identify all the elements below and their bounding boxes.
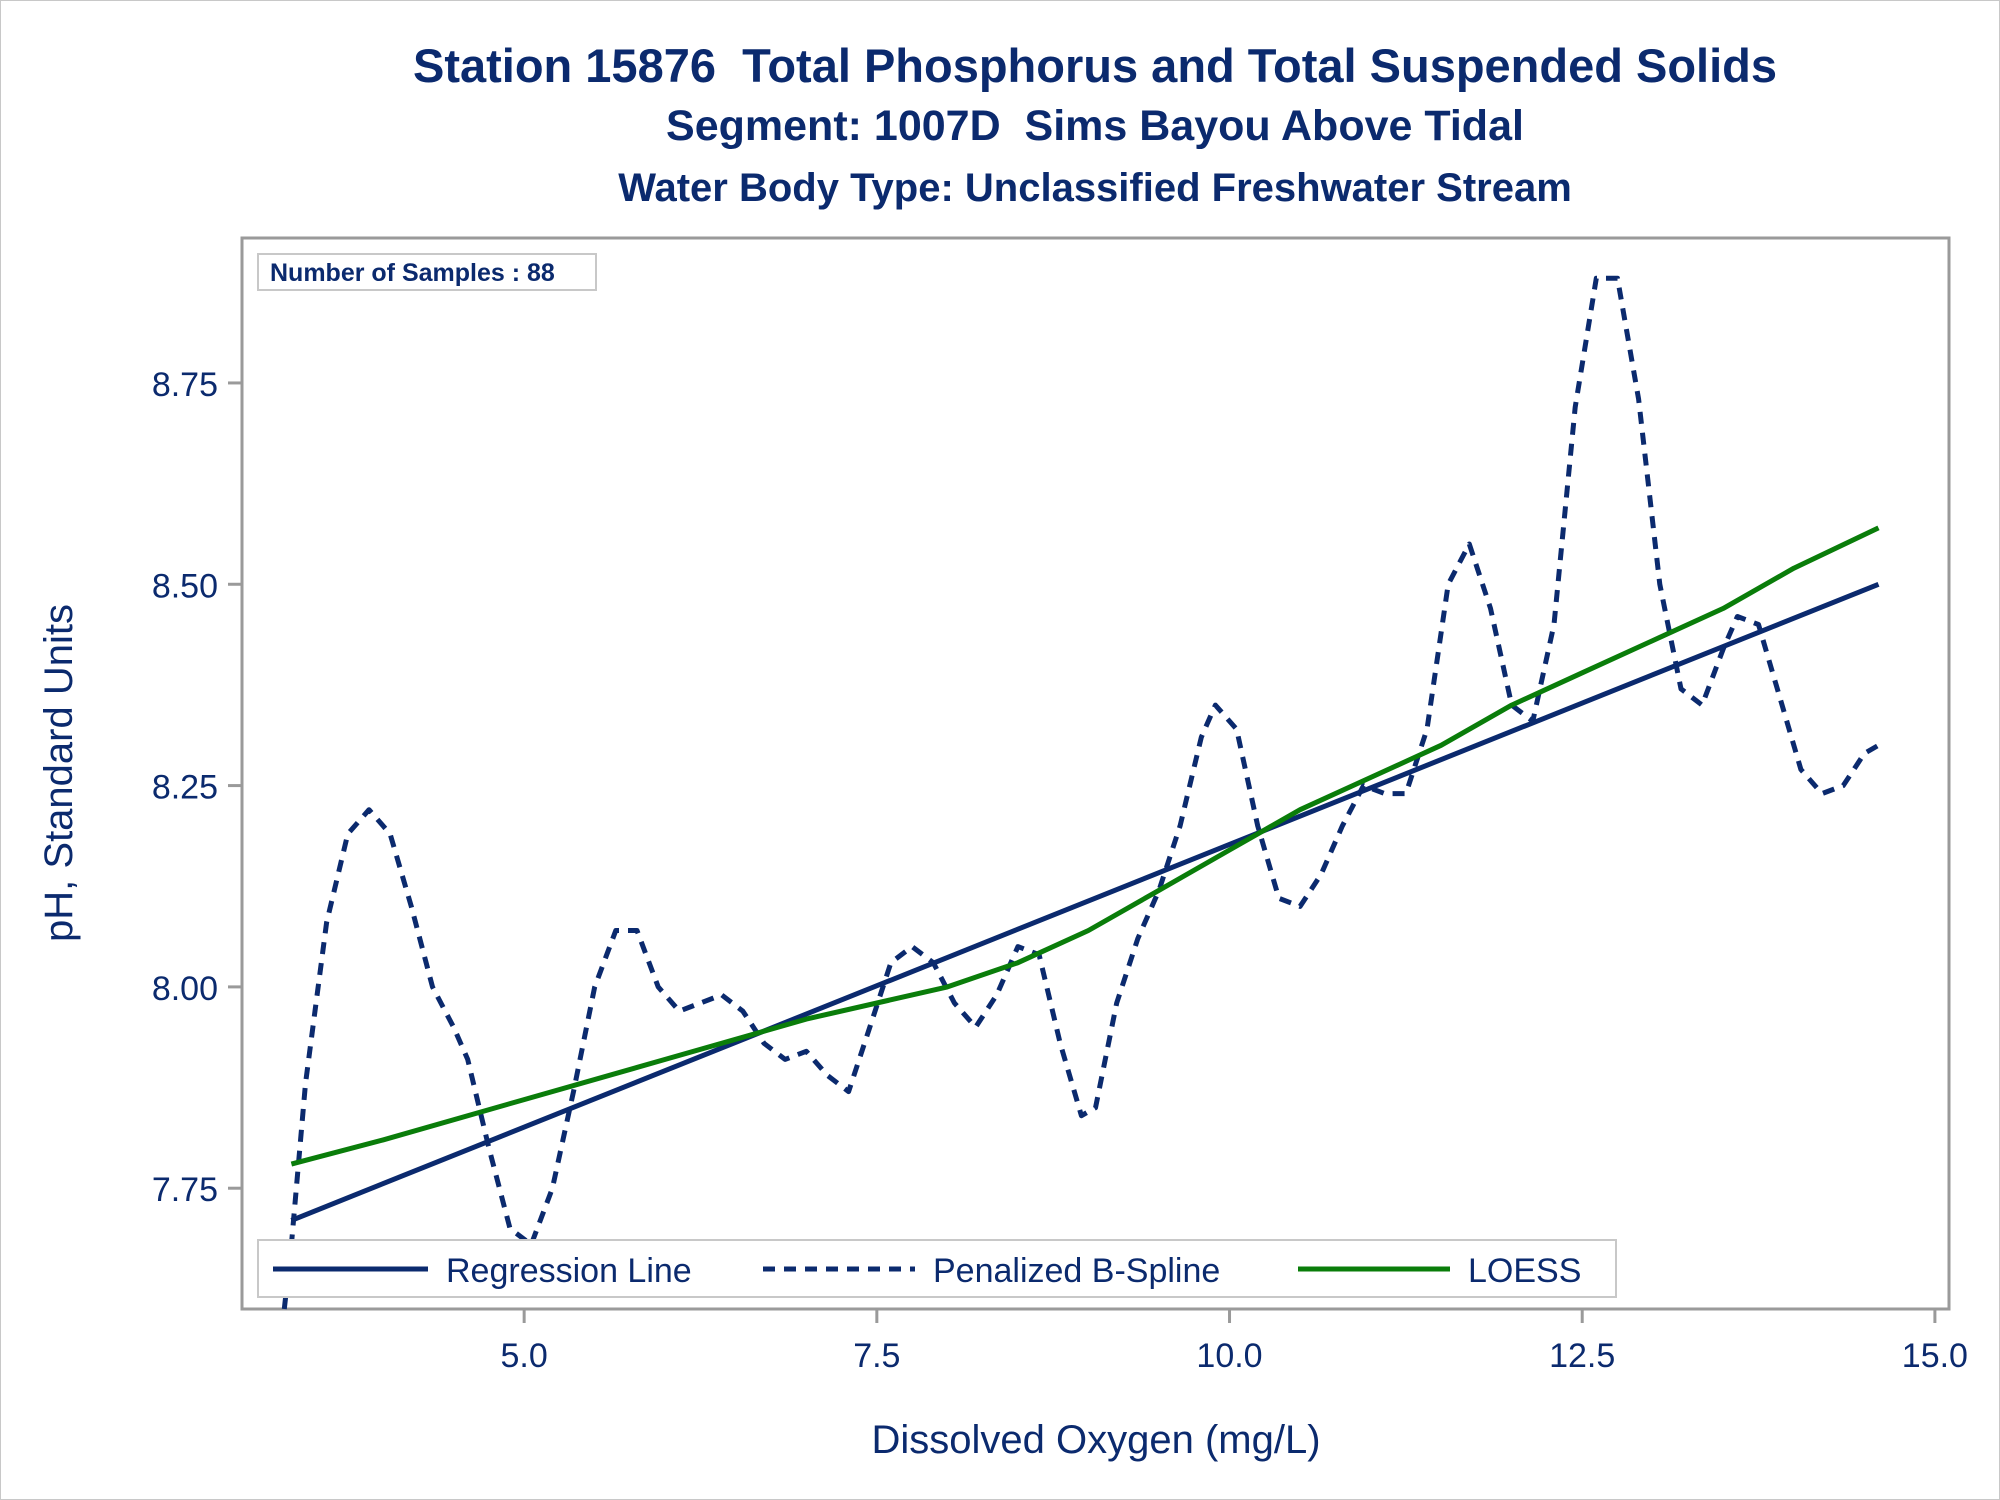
penalized-b-spline-line xyxy=(281,275,1880,1310)
x-tick-label: 12.5 xyxy=(1549,1337,1615,1375)
y-tick-label: 8.25 xyxy=(152,769,218,807)
plot-area xyxy=(240,236,1951,1311)
legend-label: Penalized B-Spline xyxy=(933,1252,1220,1290)
y-axis-label: pH, Standard Units xyxy=(37,604,81,942)
legend-label: Regression Line xyxy=(446,1252,692,1290)
series-layer xyxy=(281,275,1880,1310)
sample-count-text: Number of Samples : 88 xyxy=(270,259,555,287)
y-tick-label: 8.75 xyxy=(152,366,218,404)
x-tick-label: 7.5 xyxy=(853,1337,900,1375)
x-tick-label: 15.0 xyxy=(1902,1337,1968,1375)
x-tick-label: 5.0 xyxy=(501,1337,548,1375)
y-tick-label: 8.00 xyxy=(152,970,218,1008)
y-tick-label: 7.75 xyxy=(152,1171,218,1209)
chart-subtitle-segment: Segment: 1007D Sims Bayou Above Tidal xyxy=(666,102,1524,150)
chart-subtitle-waterbody: Water Body Type: Unclassified Freshwater… xyxy=(618,166,1572,210)
y-tick-label: 8.50 xyxy=(152,567,218,605)
chart-title: Station 15876 Total Phosphorus and Total… xyxy=(412,39,1778,92)
regression-line xyxy=(290,581,1880,1223)
loess-line xyxy=(290,525,1880,1167)
x-axis: 5.0 7.5 10.0 12.5 15.0 xyxy=(501,1309,1968,1375)
x-tick-label: 10.0 xyxy=(1196,1337,1262,1375)
x-axis-label: Dissolved Oxygen (mg/L) xyxy=(871,1418,1320,1462)
y-axis: 7.75 8.00 8.25 8.50 8.75 xyxy=(152,366,242,1209)
legend: Regression Line Penalized B-Spline LOESS xyxy=(257,1239,1617,1298)
sample-count-inset: Number of Samples : 88 xyxy=(257,253,597,291)
legend-label: LOESS xyxy=(1468,1252,1581,1290)
